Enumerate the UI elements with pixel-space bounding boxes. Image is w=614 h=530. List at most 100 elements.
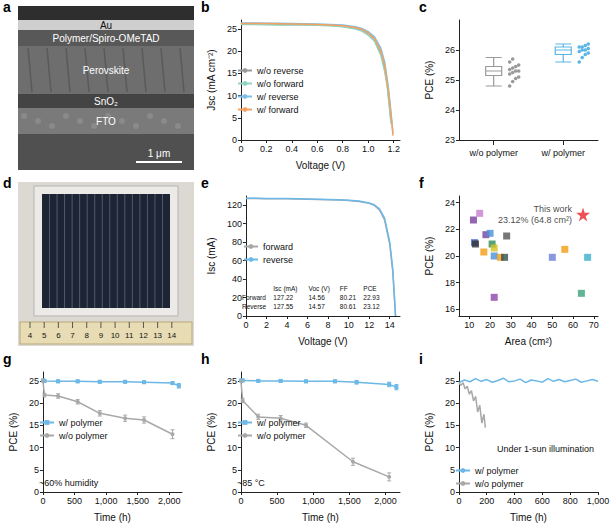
svg-text:w/o reverse: w/o reverse [256, 66, 304, 76]
svg-text:forward: forward [263, 242, 293, 252]
svg-text:10: 10 [29, 443, 39, 453]
svg-text:200: 200 [479, 496, 494, 506]
svg-text:25: 25 [445, 75, 455, 85]
svg-text:127.22: 127.22 [273, 294, 293, 301]
svg-text:1,000: 1,000 [302, 496, 325, 506]
svg-text:Jsc (mA cm⁻²): Jsc (mA cm⁻²) [206, 49, 217, 110]
svg-text:PCE (%): PCE (%) [424, 61, 435, 100]
svg-text:80: 80 [232, 237, 242, 247]
svg-text:800: 800 [563, 496, 578, 506]
svg-text:14: 14 [385, 320, 395, 330]
svg-text:w/ forward: w/ forward [256, 105, 299, 115]
svg-text:FF: FF [340, 285, 348, 292]
svg-text:13: 13 [153, 331, 162, 340]
svg-text:18: 18 [445, 278, 455, 288]
svg-text:2: 2 [264, 320, 269, 330]
svg-text:0: 0 [34, 487, 39, 497]
svg-text:1.0: 1.0 [362, 144, 375, 154]
svg-text:w/ reverse: w/ reverse [256, 92, 299, 102]
svg-text:6: 6 [56, 331, 61, 340]
svg-text:20: 20 [485, 320, 495, 330]
svg-text:w/o polymer: w/o polymer [468, 148, 518, 158]
svg-text:9: 9 [99, 331, 104, 340]
svg-text:7: 7 [70, 331, 75, 340]
svg-text:50: 50 [547, 320, 557, 330]
svg-text:0.2: 0.2 [260, 144, 273, 154]
svg-text:~85 °C: ~85 °C [237, 478, 265, 488]
svg-text:25: 25 [29, 376, 39, 386]
svg-text:5: 5 [232, 113, 237, 123]
svg-text:40: 40 [527, 320, 537, 330]
svg-text:This work: This work [534, 204, 573, 214]
svg-text:~60% humidity: ~60% humidity [39, 478, 99, 488]
svg-text:0: 0 [243, 320, 248, 330]
svg-text:100: 100 [227, 219, 242, 229]
svg-text:15: 15 [227, 420, 237, 430]
svg-text:Time (h): Time (h) [94, 512, 131, 523]
svg-text:60: 60 [568, 320, 578, 330]
svg-text:14: 14 [167, 331, 176, 340]
svg-text:FTO: FTO [96, 116, 116, 127]
svg-text:0: 0 [450, 487, 455, 497]
svg-text:0: 0 [232, 135, 237, 145]
svg-text:reverse: reverse [263, 255, 293, 265]
svg-text:25: 25 [227, 376, 237, 386]
svg-text:1,000: 1,000 [95, 496, 118, 506]
svg-text:0: 0 [238, 496, 243, 506]
svg-text:1,000: 1,000 [587, 496, 610, 506]
svg-text:20: 20 [445, 251, 455, 261]
svg-text:w/o polymer: w/o polymer [256, 431, 306, 441]
svg-text:30: 30 [506, 320, 516, 330]
svg-text:10: 10 [111, 331, 120, 340]
svg-text:15: 15 [227, 68, 237, 78]
svg-text:0.6: 0.6 [311, 144, 324, 154]
svg-text:Perovskite: Perovskite [83, 65, 130, 76]
svg-text:12: 12 [364, 320, 374, 330]
svg-text:400: 400 [507, 496, 522, 506]
svg-text:20: 20 [445, 398, 455, 408]
svg-text:600: 600 [535, 496, 550, 506]
svg-text:14.57: 14.57 [309, 303, 326, 310]
svg-text:Reverse: Reverse [242, 303, 267, 310]
svg-text:5: 5 [42, 331, 47, 340]
svg-text:w/ polymer: w/ polymer [540, 148, 585, 158]
svg-text:40: 40 [232, 274, 242, 284]
svg-text:2,000: 2,000 [374, 496, 397, 506]
svg-text:5: 5 [232, 465, 237, 475]
svg-text:SnO₂: SnO₂ [94, 96, 118, 107]
svg-text:20: 20 [227, 46, 237, 56]
svg-text:70: 70 [589, 320, 599, 330]
svg-text:4: 4 [284, 320, 289, 330]
svg-text:0: 0 [232, 487, 237, 497]
svg-text:5: 5 [450, 465, 455, 475]
svg-text:25: 25 [445, 376, 455, 386]
svg-text:w/ polymer: w/ polymer [256, 418, 301, 428]
svg-text:Voltage (V): Voltage (V) [298, 336, 347, 347]
svg-text:Area (cm²): Area (cm²) [505, 336, 552, 347]
svg-text:10: 10 [227, 91, 237, 101]
svg-text:Polymer/Spiro-OMeTAD: Polymer/Spiro-OMeTAD [52, 33, 159, 44]
svg-text:25: 25 [227, 24, 237, 34]
svg-text:1,500: 1,500 [338, 496, 361, 506]
svg-text:15: 15 [445, 420, 455, 430]
svg-text:15: 15 [29, 420, 39, 430]
svg-text:10: 10 [445, 443, 455, 453]
svg-text:20: 20 [227, 398, 237, 408]
svg-text:0: 0 [238, 144, 243, 154]
svg-text:22.93: 22.93 [363, 294, 380, 301]
svg-text:0.4: 0.4 [286, 144, 299, 154]
svg-text:11: 11 [125, 331, 134, 340]
svg-text:0: 0 [456, 496, 461, 506]
svg-text:23.12: 23.12 [363, 303, 380, 310]
svg-text:Time (h): Time (h) [510, 512, 547, 523]
svg-text:12: 12 [139, 331, 148, 340]
svg-text:23: 23 [445, 135, 455, 145]
svg-text:20: 20 [29, 398, 39, 408]
svg-text:500: 500 [270, 496, 285, 506]
svg-text:Voltage (V): Voltage (V) [296, 160, 345, 171]
svg-text:0: 0 [40, 496, 45, 506]
svg-text:Under 1-sun illumination: Under 1-sun illumination [497, 444, 594, 454]
svg-text:14.56: 14.56 [309, 294, 326, 301]
svg-text:24: 24 [445, 198, 455, 208]
svg-text:4: 4 [28, 331, 33, 340]
